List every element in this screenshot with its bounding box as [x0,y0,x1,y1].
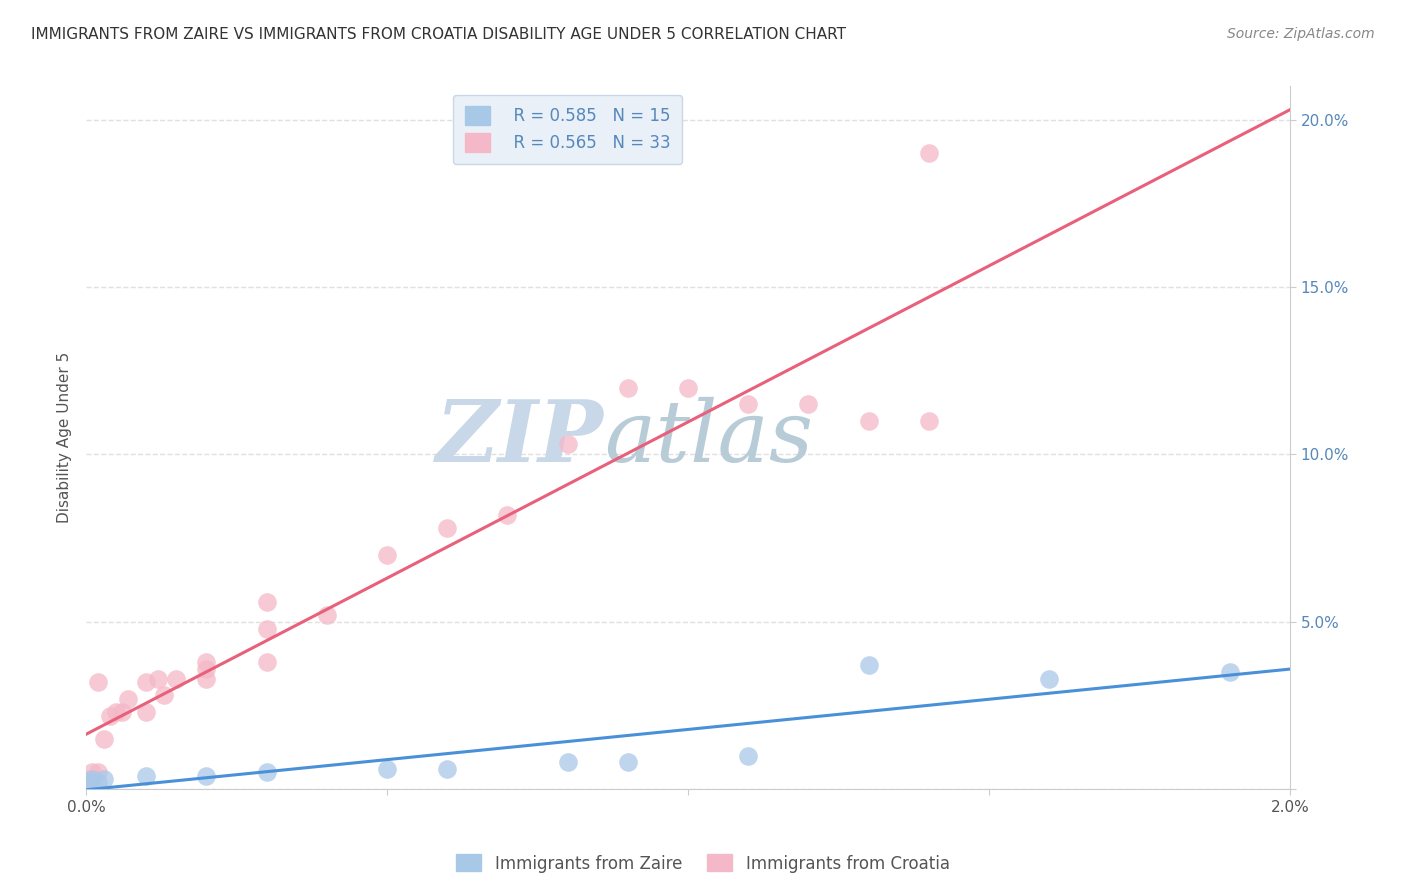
Point [858,658,880,673]
Point [135,675,157,690]
Legend:   R = 0.585   N = 15,   R = 0.565   N = 33: R = 0.585 N = 15, R = 0.565 N = 33 [453,95,682,164]
Point [737,748,759,763]
Point [148,672,170,686]
Point [1219,665,1241,679]
Point [77,772,100,786]
Point [195,655,218,669]
Point [918,146,941,161]
Point [105,705,128,719]
Point [557,756,579,770]
Point [436,762,458,776]
Point [617,756,640,770]
Point [797,397,820,411]
Point [315,608,337,623]
Point [117,691,139,706]
Point [195,672,218,686]
Point [80,765,103,780]
Point [617,380,640,394]
Point [98,708,121,723]
Legend: Immigrants from Zaire, Immigrants from Croatia: Immigrants from Zaire, Immigrants from C… [450,847,956,880]
Point [135,705,157,719]
Point [858,414,880,428]
Text: atlas: atlas [603,396,813,479]
Point [93,772,115,786]
Point [165,672,187,686]
Point [77,775,100,789]
Point [93,731,115,746]
Point [256,765,278,780]
Point [496,508,519,522]
Point [1038,672,1060,686]
Text: ZIP: ZIP [436,396,603,480]
Point [87,675,110,690]
Text: Source: ZipAtlas.com: Source: ZipAtlas.com [1227,27,1375,41]
Point [375,548,398,562]
Point [111,705,134,719]
Point [557,437,579,451]
Point [87,775,110,789]
Point [80,772,103,786]
Point [195,769,218,783]
Point [918,414,941,428]
Point [195,662,218,676]
Point [87,765,110,780]
Y-axis label: Disability Age Under 5: Disability Age Under 5 [58,352,72,524]
Point [80,772,103,786]
Point [737,397,759,411]
Point [256,595,278,609]
Point [436,521,458,535]
Point [676,380,699,394]
Point [256,655,278,669]
Point [256,622,278,636]
Point [135,769,157,783]
Point [375,762,398,776]
Text: IMMIGRANTS FROM ZAIRE VS IMMIGRANTS FROM CROATIA DISABILITY AGE UNDER 5 CORRELAT: IMMIGRANTS FROM ZAIRE VS IMMIGRANTS FROM… [31,27,846,42]
Point [153,689,176,703]
